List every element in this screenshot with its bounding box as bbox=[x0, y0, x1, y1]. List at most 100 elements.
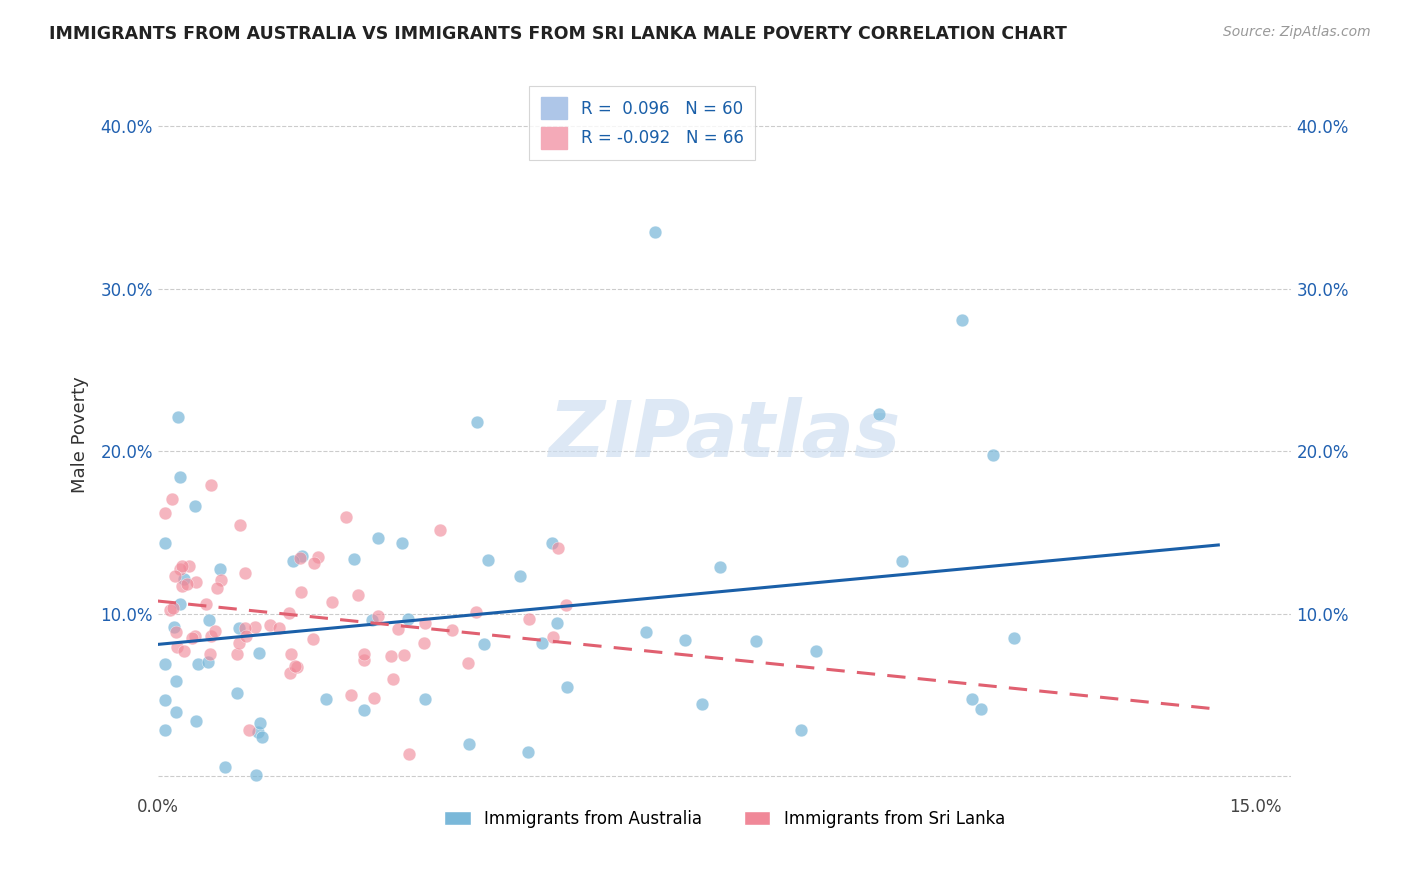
Point bbox=[477, 553, 499, 567]
Point bbox=[186, 657, 208, 671]
Point bbox=[204, 624, 226, 638]
Point bbox=[391, 536, 413, 550]
Point bbox=[228, 636, 250, 650]
Point bbox=[353, 647, 375, 661]
Point bbox=[353, 703, 375, 717]
Point bbox=[509, 569, 531, 583]
Point bbox=[517, 612, 540, 626]
Point bbox=[804, 643, 827, 657]
Point bbox=[790, 723, 813, 737]
Point bbox=[547, 541, 569, 555]
Point bbox=[457, 656, 479, 670]
Point bbox=[233, 621, 256, 635]
Point bbox=[673, 632, 696, 647]
Point bbox=[367, 531, 389, 545]
Point bbox=[465, 415, 488, 429]
Point bbox=[229, 518, 252, 533]
Point bbox=[246, 725, 269, 739]
Y-axis label: Male Poverty: Male Poverty bbox=[72, 376, 89, 493]
Point bbox=[165, 706, 187, 720]
Point bbox=[259, 618, 281, 632]
Point bbox=[970, 702, 993, 716]
Point bbox=[165, 674, 187, 689]
Point bbox=[172, 578, 194, 592]
Point bbox=[169, 597, 191, 611]
Point bbox=[398, 612, 420, 626]
Point bbox=[160, 491, 183, 506]
Point bbox=[228, 621, 250, 635]
Point bbox=[233, 566, 256, 581]
Point bbox=[387, 622, 409, 636]
Point bbox=[153, 657, 176, 671]
Point bbox=[429, 524, 451, 538]
Point bbox=[238, 723, 260, 737]
Point bbox=[398, 747, 420, 761]
Point bbox=[209, 573, 232, 587]
Point bbox=[950, 313, 973, 327]
Point bbox=[184, 499, 207, 513]
Point bbox=[531, 636, 554, 650]
Point bbox=[281, 554, 304, 568]
Point bbox=[166, 640, 188, 654]
Point bbox=[458, 737, 481, 751]
Point bbox=[321, 594, 343, 608]
Point bbox=[868, 407, 890, 421]
Point bbox=[177, 558, 200, 573]
Point bbox=[249, 716, 271, 731]
Point bbox=[200, 629, 222, 643]
Point bbox=[315, 692, 337, 706]
Point bbox=[153, 536, 176, 550]
Point bbox=[343, 552, 366, 566]
Point bbox=[277, 606, 299, 620]
Point bbox=[464, 605, 486, 619]
Point bbox=[169, 470, 191, 484]
Point bbox=[690, 697, 713, 711]
Point bbox=[284, 659, 307, 673]
Point bbox=[267, 621, 290, 635]
Point bbox=[546, 616, 568, 631]
Point bbox=[441, 624, 464, 638]
Point bbox=[200, 477, 222, 491]
Point bbox=[250, 730, 273, 744]
Point bbox=[197, 656, 219, 670]
Point bbox=[165, 625, 187, 640]
Point bbox=[361, 614, 384, 628]
Point bbox=[709, 559, 731, 574]
Point bbox=[382, 672, 405, 686]
Point bbox=[290, 585, 312, 599]
Point bbox=[380, 648, 402, 663]
Point bbox=[225, 648, 247, 662]
Point bbox=[541, 536, 564, 550]
Point bbox=[415, 692, 437, 706]
Point bbox=[184, 714, 207, 728]
Point bbox=[184, 629, 207, 643]
Point bbox=[1002, 631, 1025, 645]
Text: IMMIGRANTS FROM AUSTRALIA VS IMMIGRANTS FROM SRI LANKA MALE POVERTY CORRELATION : IMMIGRANTS FROM AUSTRALIA VS IMMIGRANTS … bbox=[49, 25, 1067, 43]
Point bbox=[644, 225, 666, 239]
Point bbox=[176, 577, 198, 591]
Point bbox=[291, 549, 314, 563]
Point bbox=[745, 633, 768, 648]
Point bbox=[170, 559, 193, 574]
Point bbox=[180, 631, 202, 645]
Point bbox=[347, 588, 370, 602]
Point bbox=[340, 688, 363, 702]
Point bbox=[245, 768, 267, 782]
Point bbox=[541, 630, 564, 644]
Point bbox=[153, 693, 176, 707]
Legend: Immigrants from Australia, Immigrants from Sri Lanka: Immigrants from Australia, Immigrants fr… bbox=[437, 803, 1012, 834]
Point bbox=[285, 660, 308, 674]
Text: ZIPatlas: ZIPatlas bbox=[548, 397, 901, 473]
Point bbox=[243, 619, 266, 633]
Point bbox=[367, 608, 389, 623]
Point bbox=[412, 635, 434, 649]
Point bbox=[159, 603, 181, 617]
Point bbox=[198, 647, 221, 661]
Point bbox=[235, 628, 257, 642]
Point bbox=[195, 597, 218, 611]
Point bbox=[636, 624, 658, 639]
Point bbox=[555, 681, 578, 695]
Point bbox=[226, 686, 249, 700]
Point bbox=[302, 632, 325, 647]
Point bbox=[173, 644, 195, 658]
